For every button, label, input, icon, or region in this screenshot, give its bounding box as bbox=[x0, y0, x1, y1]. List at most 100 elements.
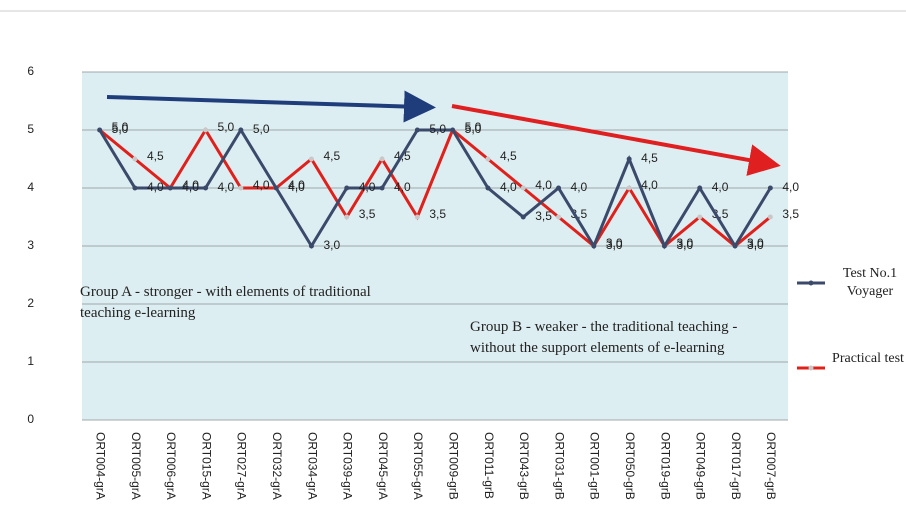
data-label: 4,5 bbox=[147, 149, 164, 163]
data-label: 4,0 bbox=[359, 180, 376, 194]
data-point bbox=[379, 156, 385, 162]
data-label: 4,5 bbox=[641, 151, 658, 165]
data-label: 4,5 bbox=[500, 149, 517, 163]
series-line bbox=[98, 127, 772, 249]
data-point bbox=[697, 185, 703, 191]
y-tick-label: 5 bbox=[27, 122, 34, 136]
x-tick-label: ORT027-grA bbox=[235, 432, 249, 500]
data-point bbox=[732, 243, 738, 249]
series-line bbox=[98, 127, 772, 250]
data-label: 3,5 bbox=[782, 207, 799, 221]
trend-arrow bbox=[451, 104, 781, 176]
x-tick-label: ORT045-grA bbox=[376, 432, 390, 500]
legend-marker bbox=[808, 280, 814, 286]
data-label: 4,0 bbox=[218, 180, 235, 194]
data-label: 5,0 bbox=[218, 120, 235, 134]
data-label: 3,5 bbox=[712, 207, 729, 221]
data-label: 5,0 bbox=[112, 120, 129, 134]
x-tick-label: ORT011-grB bbox=[482, 432, 496, 499]
x-tick-label: ORT006-grA bbox=[164, 432, 178, 500]
x-tick-label: ORT004-grA bbox=[93, 432, 107, 500]
data-label: 5,0 bbox=[253, 122, 270, 136]
data-point bbox=[626, 156, 632, 162]
annotation: Group B - weaker - the traditional teach… bbox=[470, 319, 738, 356]
data-point bbox=[450, 127, 456, 133]
data-label: 3,0 bbox=[747, 238, 764, 252]
data-label: 4,0 bbox=[288, 178, 305, 192]
annotation: Group A - stronger - with elements of tr… bbox=[80, 284, 371, 321]
data-point bbox=[379, 185, 385, 191]
data-label: 3,0 bbox=[606, 236, 623, 250]
data-label: 3,0 bbox=[606, 238, 623, 252]
data-label: 5,0 bbox=[429, 122, 446, 136]
x-tick-label: ORT015-grA bbox=[199, 432, 213, 500]
legend-marker bbox=[808, 365, 814, 371]
y-tick-label: 3 bbox=[27, 238, 34, 252]
x-tick-label: ORT032-grA bbox=[270, 432, 284, 500]
x-tick-label: ORT007-grB bbox=[764, 432, 778, 500]
x-tick-label: ORT009-grB bbox=[446, 432, 460, 500]
data-point bbox=[344, 185, 350, 191]
data-label: 5,0 bbox=[465, 122, 482, 136]
data-label: 4,0 bbox=[394, 180, 411, 194]
data-label: 4,0 bbox=[535, 178, 552, 192]
data-label: 4,0 bbox=[253, 178, 270, 192]
trend-arrow bbox=[106, 90, 436, 123]
data-label: 4,0 bbox=[782, 180, 799, 194]
data-point bbox=[308, 243, 314, 249]
data-label: 3,5 bbox=[571, 207, 588, 221]
data-point bbox=[556, 214, 562, 220]
data-point bbox=[203, 185, 209, 191]
x-tick-label: ORT005-grA bbox=[129, 432, 143, 500]
data-point bbox=[767, 185, 773, 191]
data-point bbox=[591, 243, 597, 249]
data-point bbox=[556, 185, 562, 191]
data-point bbox=[344, 214, 350, 220]
data-point bbox=[520, 185, 526, 191]
data-label: 4,0 bbox=[641, 178, 658, 192]
data-point bbox=[661, 243, 667, 249]
data-point bbox=[626, 185, 632, 191]
data-label: 4,0 bbox=[182, 180, 199, 194]
data-point bbox=[485, 185, 491, 191]
data-point bbox=[485, 156, 491, 162]
data-label: 3,5 bbox=[359, 207, 376, 221]
y-tick-label: 2 bbox=[27, 296, 34, 310]
data-point bbox=[414, 214, 420, 220]
data-point bbox=[767, 214, 773, 220]
data-point bbox=[697, 214, 703, 220]
x-tick-label: ORT031-grB bbox=[552, 432, 566, 500]
data-label: 3,0 bbox=[676, 236, 693, 250]
data-point bbox=[238, 185, 244, 191]
y-tick-label: 0 bbox=[27, 412, 34, 426]
data-label: 5,0 bbox=[465, 120, 482, 134]
data-point bbox=[414, 127, 420, 133]
x-tick-label: ORT055-grA bbox=[411, 432, 425, 500]
data-label: 5,0 bbox=[112, 122, 129, 136]
data-label: 4,0 bbox=[288, 180, 305, 194]
data-label: 3,5 bbox=[429, 207, 446, 221]
data-point bbox=[520, 214, 526, 220]
y-tick-label: 6 bbox=[27, 64, 34, 78]
data-label: 4,0 bbox=[147, 180, 164, 194]
legend-label: Practical test bbox=[832, 351, 904, 366]
data-point bbox=[97, 127, 103, 133]
data-label: 3,0 bbox=[323, 238, 340, 252]
data-label: 4,0 bbox=[712, 180, 729, 194]
x-tick-label: ORT039-grA bbox=[341, 432, 355, 500]
y-tick-label: 4 bbox=[27, 180, 34, 194]
data-point bbox=[308, 156, 314, 162]
x-tick-label: ORT019-grB bbox=[658, 432, 672, 500]
x-tick-label: ORT001-grB bbox=[588, 432, 602, 500]
x-tick-label: ORT050-grB bbox=[623, 432, 637, 500]
data-point bbox=[273, 185, 279, 191]
data-point bbox=[132, 156, 138, 162]
data-label: 3,5 bbox=[535, 209, 552, 223]
data-label: 3,0 bbox=[676, 238, 693, 252]
data-point bbox=[167, 185, 173, 191]
x-tick-label: ORT043-grB bbox=[517, 432, 531, 500]
x-tick-label: ORT034-grA bbox=[305, 432, 319, 500]
data-label: 4,0 bbox=[571, 180, 588, 194]
